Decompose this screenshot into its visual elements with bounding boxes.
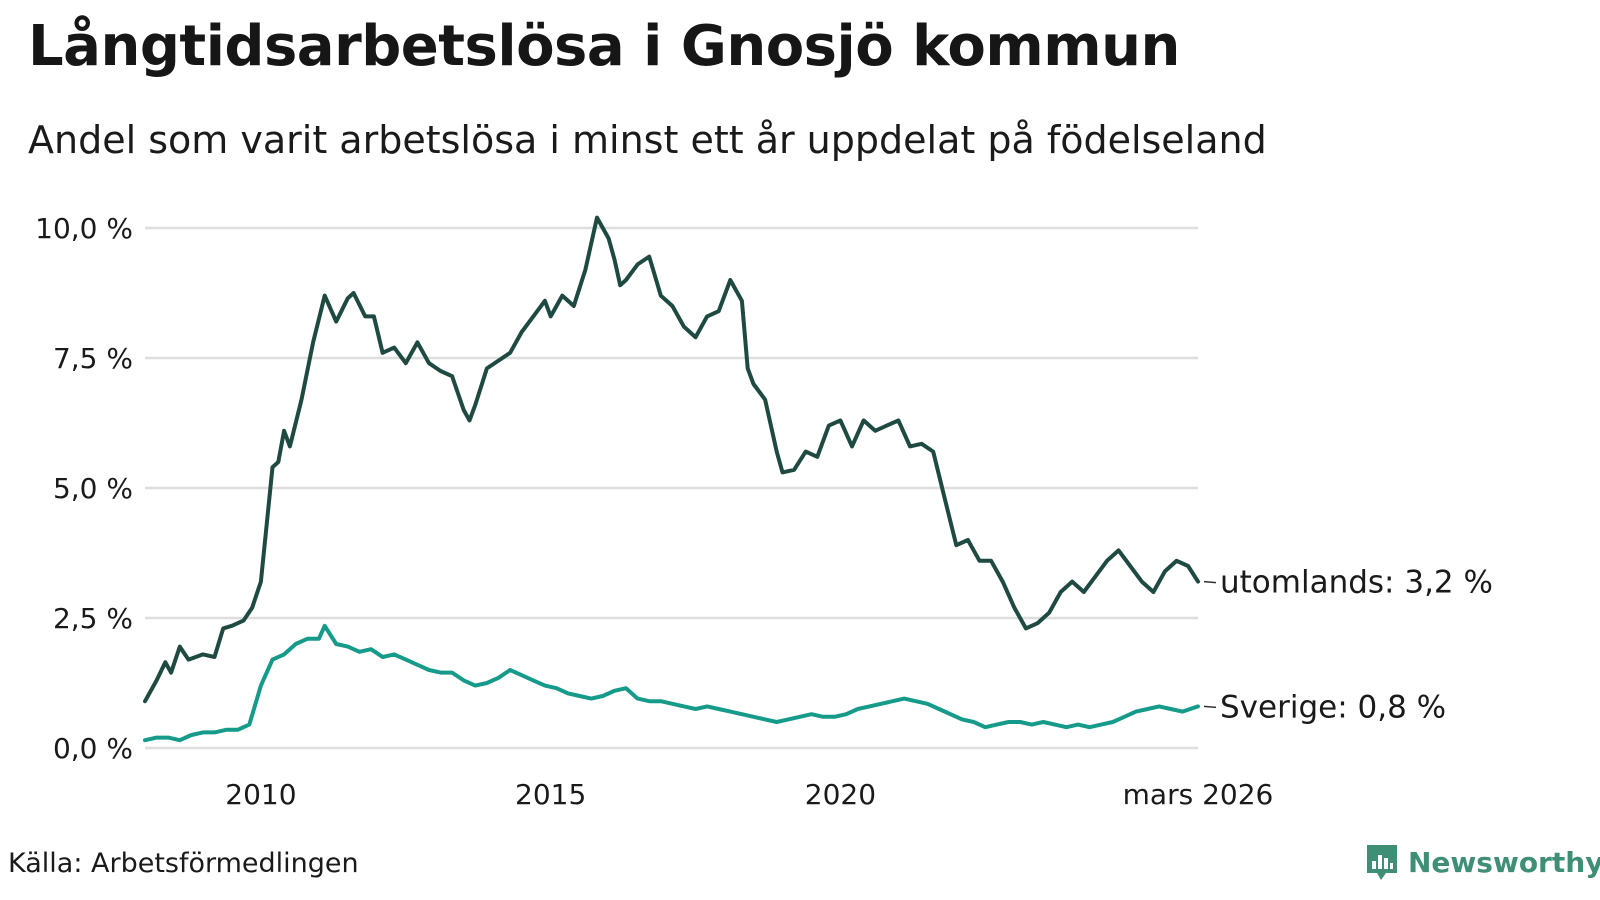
- series-line-utomlands: [143, 215, 1200, 704]
- end-label-leader: [1203, 705, 1217, 709]
- chart-subtitle: Andel som varit arbetslösa i minst ett å…: [28, 118, 1267, 162]
- series-lines: [143, 215, 1200, 743]
- end-labels: utomlands: 3,2 % Sverige: 0,8 %: [1203, 565, 1493, 725]
- line-chart: 0,0 % 2,5 % 5,0 % 7,5 % 10,0 % 2010 2015 2020 m…: [35, 212, 1493, 811]
- x-tick-label: 2020: [805, 778, 876, 811]
- series-line-sverige: [143, 623, 1200, 743]
- newsworthy-logo-icon: [1367, 845, 1397, 880]
- x-tick-label: 2015: [515, 778, 586, 811]
- y-tick-label: 5,0 %: [53, 472, 133, 505]
- source-note: Källa: Arbetsförmedlingen: [8, 848, 359, 879]
- x-tick-label: mars 2026: [1123, 778, 1274, 811]
- y-tick-label: 10,0 %: [35, 212, 133, 245]
- end-label-sverige: Sverige: 0,8 %: [1220, 689, 1446, 725]
- end-label-utomlands: utomlands: 3,2 %: [1220, 565, 1493, 601]
- y-axis-ticks: 0,0 % 2,5 % 5,0 % 7,5 % 10,0 %: [35, 212, 133, 765]
- chart-title: Långtidsarbetslösa i Gnosjö kommun: [28, 14, 1180, 79]
- brand-name: Newsworthy: [1408, 845, 1600, 879]
- y-tick-label: 7,5 %: [53, 342, 133, 375]
- y-tick-label: 0,0 %: [53, 732, 133, 765]
- gridlines: [145, 226, 1198, 750]
- end-label-leader: [1203, 580, 1217, 584]
- x-tick-label: 2010: [225, 778, 296, 811]
- brand-logo: Newsworthy: [1364, 842, 1600, 882]
- y-tick-label: 2,5 %: [53, 602, 133, 635]
- x-axis-ticks: 2010 2015 2020 mars 2026: [225, 778, 1273, 811]
